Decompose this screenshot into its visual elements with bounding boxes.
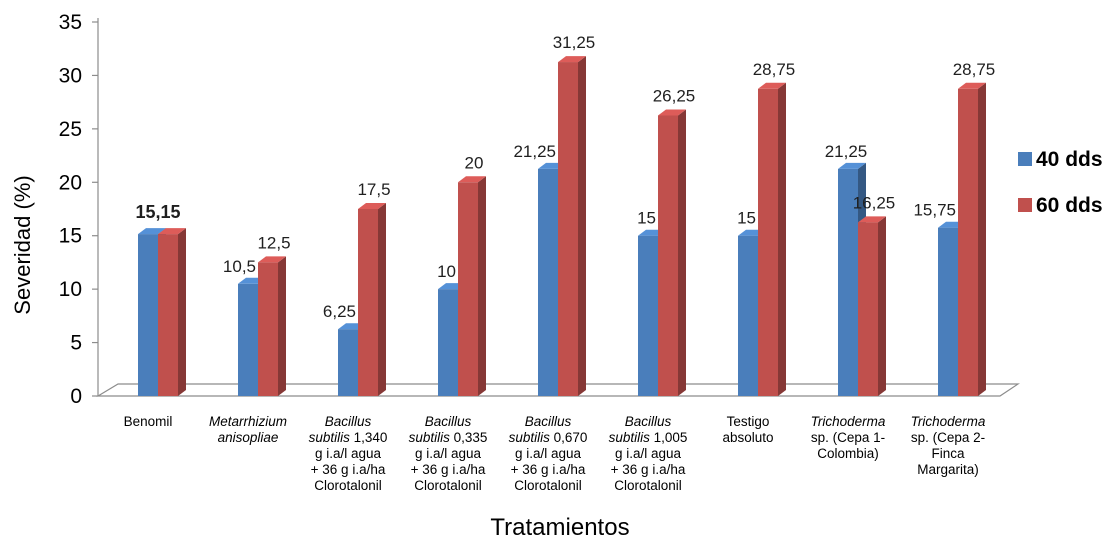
bar-side (478, 176, 486, 396)
legend-label: 40 dds (1036, 148, 1103, 171)
bar-front (138, 234, 158, 396)
bar-front (238, 283, 258, 396)
data-label: 20 (465, 153, 484, 172)
bar-side (778, 82, 786, 397)
data-label: 10 (437, 262, 456, 281)
y-tick-label: 25 (59, 118, 82, 141)
category-label: Trichoderma sp. (Cepa 1-Colombia) (811, 414, 886, 461)
data-label: 31,25 (553, 33, 596, 52)
bar-front (838, 168, 858, 396)
bar-top (558, 56, 586, 63)
data-label: 12,5 (257, 233, 290, 252)
bar-front (538, 168, 558, 396)
category-label: Metarrhizium anisopliae (209, 414, 287, 445)
bar-front (738, 235, 758, 396)
data-label: 28,75 (953, 60, 996, 79)
bar-60dds (258, 256, 286, 396)
data-label: 21,25 (825, 142, 868, 161)
bar-front (938, 227, 958, 396)
y-axis-title: Severidad (%) (10, 175, 35, 314)
legend-swatch (1018, 152, 1032, 166)
bar-front (558, 62, 578, 396)
category-label: Bacillus subtilis 0,670 g i.a/l agua + 36 g… (509, 414, 588, 493)
bar-front (258, 262, 278, 396)
bar-top (458, 176, 486, 183)
data-label: 15,15 (135, 202, 180, 222)
x-axis-title: Tratamientos (490, 514, 629, 541)
data-label: 10,5 (223, 257, 256, 276)
data-label: 21,25 (513, 142, 556, 161)
bar-60dds (758, 82, 786, 397)
bar-side (978, 82, 986, 397)
bar-side (178, 228, 186, 396)
bar-front (438, 289, 458, 396)
bar-front (758, 88, 778, 397)
legend: 40 dds 60 dds (1018, 148, 1103, 217)
bar-front (958, 88, 978, 397)
bar-side (678, 109, 686, 396)
bar-front (858, 222, 878, 396)
data-label: 15,75 (913, 201, 956, 220)
bar-60dds (658, 109, 686, 396)
category-label: Bacillus subtilis 1,005 g i.a/l agua + 36 g… (609, 414, 688, 493)
y-tick-label: 35 (59, 11, 82, 34)
category-label: Trichoderma sp. (Cepa 2-Finca Margarita) (911, 414, 986, 477)
bar-top (358, 203, 386, 209)
bar-top (758, 82, 786, 89)
category-label: Bacillus subtilis 1,340 g i.a/l agua + 36 g… (309, 414, 388, 493)
category-label: Benomil (124, 414, 173, 429)
bar-top (858, 216, 886, 223)
bar-front (658, 115, 678, 396)
data-label: 6,25 (323, 302, 356, 321)
bar-side (878, 216, 886, 396)
bar-front (358, 209, 378, 396)
bar-60dds (958, 82, 986, 397)
legend-swatch (1018, 198, 1032, 212)
bar-top (658, 109, 686, 116)
bar-60dds (458, 176, 486, 396)
bar-top (958, 82, 986, 89)
bar-front (338, 329, 358, 396)
data-label: 15 (737, 209, 756, 228)
bar-top (138, 228, 166, 235)
category-label: Bacillus subtilis 0,335 g i.a/l agua + 36 g… (409, 414, 488, 493)
bar-60dds (558, 56, 586, 396)
category-labels: Benomil Metarrhizium anisopliae Bacillus sub… (124, 414, 986, 493)
bar-60dds (358, 203, 386, 396)
chart-data-labels: 15,15 10,512,5 6,25 17,5 10 20 21,25 31,25 15 26,… (135, 33, 995, 321)
data-label: 17,5 (357, 180, 390, 199)
bar-front (158, 234, 178, 396)
y-tick-label: 30 (59, 64, 82, 87)
legend-label: 60 dds (1036, 194, 1103, 217)
bar-60dds (858, 216, 886, 396)
bar-top (258, 256, 286, 263)
y-tick-label: 5 (70, 332, 82, 355)
data-label: 16,25 (853, 193, 896, 212)
bar-side (378, 203, 386, 396)
bar-side (278, 256, 286, 396)
bar-front (638, 235, 658, 396)
y-tick-label: 0 (70, 385, 82, 408)
y-tick-label: 15 (59, 225, 82, 248)
data-label: 26,25 (653, 87, 696, 106)
bar-top (158, 228, 186, 235)
data-label: 15 (637, 209, 656, 228)
category-label: Testigo absoluto (722, 414, 773, 445)
data-label: 28,75 (753, 60, 796, 79)
bar-60dds (158, 228, 186, 396)
chart-bars (138, 56, 986, 397)
bar-side (578, 56, 586, 396)
chart-axes: 0 5 10 15 20 25 30 35 (59, 11, 99, 408)
y-tick-label: 10 (59, 278, 82, 301)
bar-front (458, 182, 478, 396)
y-tick-label: 20 (59, 171, 82, 194)
bar-top (838, 162, 866, 169)
